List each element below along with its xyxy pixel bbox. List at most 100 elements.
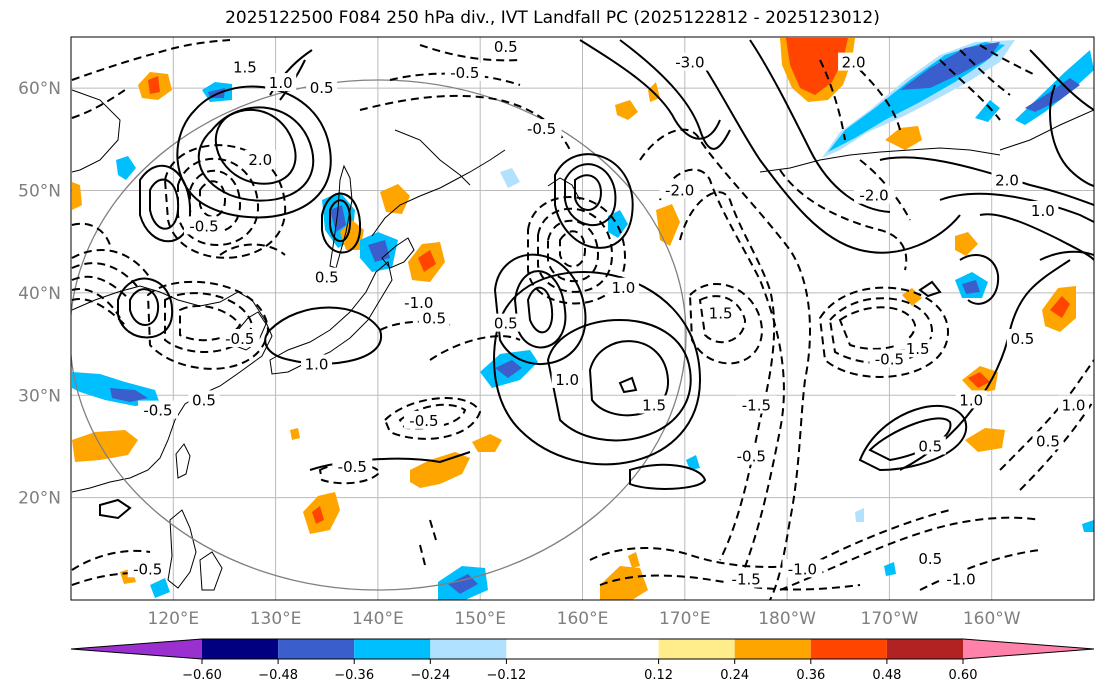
contour-label: -1.0 (788, 560, 817, 578)
coastline (371, 149, 506, 237)
contour-label-bg (607, 277, 639, 296)
contour-label: 1.0 (611, 279, 635, 297)
contour-line (588, 340, 670, 417)
contour-line (699, 59, 961, 254)
contour-label: 0.5 (192, 391, 216, 409)
lon-tick-label: 180°W (758, 609, 816, 629)
lon-tick-label: 160°W (963, 609, 1021, 629)
contour-line (579, 39, 721, 140)
contour-line (179, 305, 242, 342)
lon-tick-label: 120°E (147, 609, 199, 629)
colorbar-tick-label: −0.36 (334, 668, 374, 683)
contour-label: 1.0 (959, 391, 983, 409)
contour-line (639, 128, 811, 600)
contour-label: 2.0 (995, 171, 1019, 189)
ivt-patch (448, 574, 478, 594)
contour-label: 1.0 (269, 74, 293, 92)
contour-label-bg (914, 549, 946, 568)
contour-line (197, 106, 315, 202)
coastline (999, 109, 1094, 151)
colorbar-tick-label: 0.48 (872, 668, 901, 683)
contour-label-bg (219, 328, 260, 347)
ivt-patch (968, 372, 990, 388)
contour-line (564, 163, 617, 227)
contour-line (819, 59, 846, 141)
contour-line (589, 547, 801, 568)
ivt-patch (330, 205, 346, 232)
contour-line (779, 169, 908, 271)
contour-line (919, 549, 1041, 591)
contour-label-bg (137, 400, 178, 419)
contour-label: 0.5 (494, 38, 518, 56)
contour-line (546, 319, 692, 442)
colorbar: −0.60 −0.48 −0.36 −0.24 −0.12 0.12 0.24 0.36 0.4… (70, 638, 1095, 683)
contour-label: 1.0 (1031, 202, 1055, 220)
contour-line (939, 59, 1001, 121)
contour-label-bg (869, 349, 910, 368)
contour-label-bg (1027, 201, 1059, 220)
ivt-patch (600, 566, 648, 600)
contour-line (619, 39, 731, 150)
contour-label-bg (1058, 395, 1090, 414)
contour-label-bg (301, 354, 333, 373)
contour-line (71, 275, 131, 301)
contour-label: -2.0 (859, 187, 888, 205)
lat-tick-label: 30°N (18, 386, 61, 406)
contour-line (959, 49, 1011, 96)
ivt-patch (110, 388, 148, 402)
contour-label-bg (311, 267, 343, 286)
contour-label: 0.5 (315, 269, 339, 287)
contour-line (214, 109, 297, 185)
contour-line (679, 191, 776, 561)
ivt-patch (1082, 520, 1094, 532)
longitude-labels: 120°E 130°E 140°E 150°E 160°E 170°E 180°W 170°W… (147, 609, 1020, 629)
contour-label-bg (188, 390, 220, 409)
contour-line (513, 270, 567, 349)
contour-line (419, 544, 426, 566)
contour-label-bg (183, 216, 224, 235)
ivt-patch (965, 428, 1005, 452)
contour-line (618, 376, 638, 394)
coastline (167, 509, 197, 589)
contour-label-bg (398, 293, 439, 312)
contour-line (146, 280, 270, 370)
contour-line (71, 222, 111, 246)
contour-label: -3.0 (675, 54, 704, 72)
contour-line (199, 180, 227, 218)
contour-label-bg (669, 52, 710, 71)
lon-tick-label: 150°E (454, 609, 506, 629)
lon-tick-label: 160°E (557, 609, 609, 629)
contour-line (999, 359, 1094, 471)
contour-line (547, 219, 600, 283)
colorbar-segment (810, 639, 887, 659)
contour-label-bg (490, 37, 522, 56)
colorbar-segment (886, 639, 963, 659)
ivt-patch (312, 506, 324, 524)
contour-label-bg (444, 62, 485, 81)
contour-label: -0.5 (409, 412, 438, 430)
contour-line (177, 157, 260, 247)
contour-label: 0.5 (918, 550, 942, 568)
contour-line (527, 196, 627, 305)
contour-label: -0.5 (189, 217, 218, 235)
contour-line (698, 295, 747, 344)
contour-label: 1.0 (555, 371, 579, 389)
contour-line (164, 292, 254, 353)
contour-label-bg (244, 149, 276, 168)
contour-labels: 1.51.0 0.52.00.5-0.5-3.0 2.0-0.5-0.50.5-1.… (127, 37, 1090, 589)
contour-label: 2.0 (842, 54, 866, 72)
contour-label: -1.5 (732, 571, 761, 589)
contour-label: 1.5 (233, 59, 257, 77)
contour-line (71, 249, 151, 279)
contour-line (279, 59, 306, 101)
contour-label: -1.0 (404, 294, 433, 312)
contour-label-bg (705, 303, 737, 322)
contour-label-bg (941, 569, 982, 588)
contour-line (749, 39, 891, 213)
contour-line (1039, 250, 1094, 261)
latitude-labels: 20°N 30°N 40°N 50°N 60°N (18, 79, 61, 508)
ivt-patch (1050, 296, 1070, 318)
ivt-patch (615, 100, 638, 120)
contour-label-bg (490, 313, 522, 332)
